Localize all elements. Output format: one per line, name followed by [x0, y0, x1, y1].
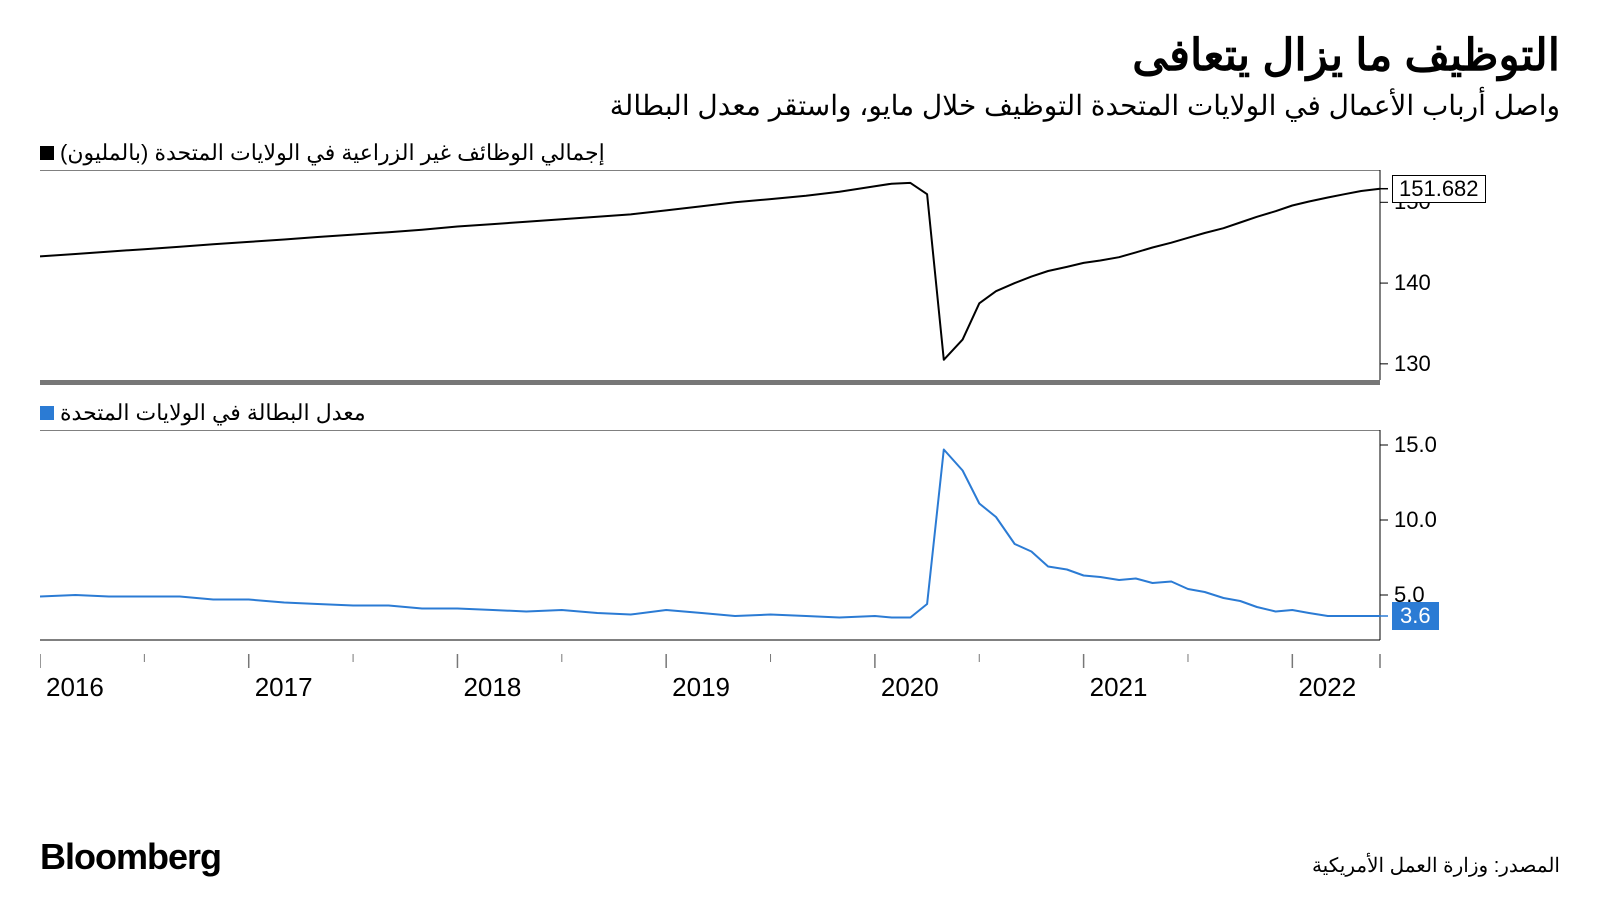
y-tick-label: 130 [1394, 351, 1431, 377]
brand-logo: Bloomberg [40, 836, 221, 878]
source-text: المصدر: وزارة العمل الأمريكية [1312, 853, 1560, 878]
chart-title: التوظيف ما يزال يتعافى [40, 30, 1560, 81]
legend-2: معدل البطالة في الولايات المتحدة [40, 400, 1560, 426]
legend-1: إجمالي الوظائف غير الزراعية في الولايات … [40, 140, 1560, 166]
x-tick-label: 2021 [1090, 672, 1148, 703]
chart-panel-2: 5.010.015.0 3.6 [40, 430, 1560, 650]
chart-container: التوظيف ما يزال يتعافى واصل أرباب الأعما… [0, 0, 1600, 900]
chart-panel-1: 130140150 151.682 [40, 170, 1560, 390]
x-tick-label: 2020 [881, 672, 939, 703]
x-axis: 2016 2017 2018 2019 2020 2021 2022 [40, 654, 1560, 714]
legend-2-swatch [40, 406, 54, 420]
legend-1-swatch [40, 146, 54, 160]
chart-2-svg [40, 430, 1470, 642]
y-tick-label: 10.0 [1394, 507, 1437, 533]
chart-2-last-value: 3.6 [1392, 602, 1439, 630]
x-tick-label: 2019 [672, 672, 730, 703]
legend-1-label: إجمالي الوظائف غير الزراعية في الولايات … [60, 140, 605, 166]
chart-1-svg [40, 170, 1470, 388]
chart-1-last-value: 151.682 [1392, 175, 1486, 203]
x-tick-label: 2022 [1298, 672, 1356, 703]
y-tick-label: 140 [1394, 270, 1431, 296]
legend-2-label: معدل البطالة في الولايات المتحدة [60, 400, 366, 426]
x-tick-label: 2018 [463, 672, 521, 703]
x-tick-label: 2017 [255, 672, 313, 703]
y-tick-label: 15.0 [1394, 432, 1437, 458]
footer: Bloomberg المصدر: وزارة العمل الأمريكية [40, 836, 1560, 878]
x-tick-label: 2016 [46, 672, 104, 703]
chart-subtitle: واصل أرباب الأعمال في الولايات المتحدة ا… [40, 89, 1560, 122]
